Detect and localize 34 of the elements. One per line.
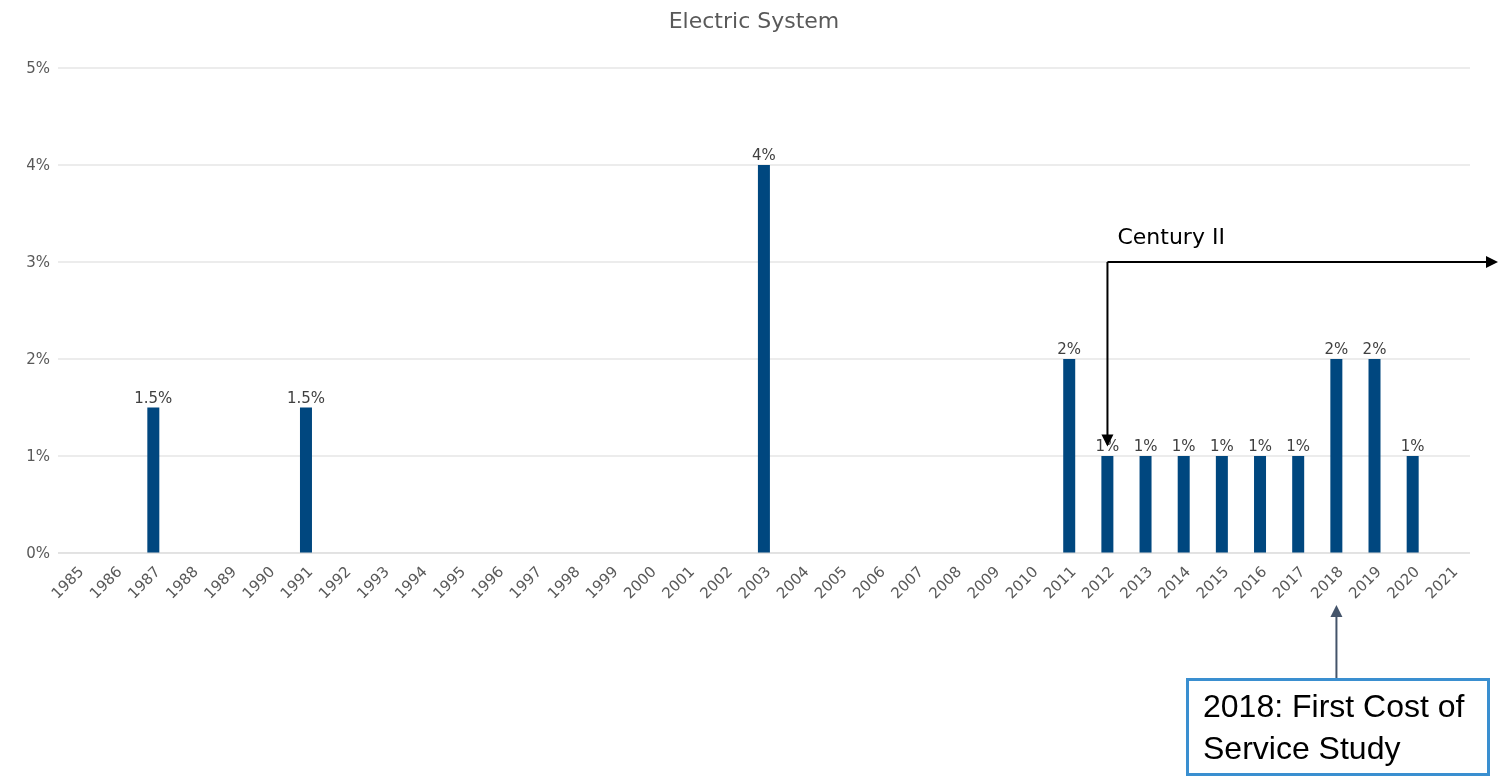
annotation: Century II xyxy=(1117,224,1225,249)
data-label: 1% xyxy=(1248,437,1272,455)
bar xyxy=(1101,456,1114,553)
chart-title: Electric System xyxy=(667,8,841,33)
text: 2018: First Cost of Service Study xyxy=(1186,678,1490,776)
bar xyxy=(1406,456,1419,553)
data-label: 2% xyxy=(1324,340,1349,358)
bar xyxy=(1254,456,1267,553)
data-label: 1.5% xyxy=(286,388,326,407)
bar xyxy=(1292,456,1305,553)
data-label: 1% xyxy=(1171,437,1196,455)
bar xyxy=(1330,359,1343,553)
bar xyxy=(299,407,312,553)
data-label: 1% xyxy=(1133,437,1158,455)
bar xyxy=(1177,456,1190,553)
y-tick-label: 3% xyxy=(26,253,50,272)
bar xyxy=(1063,359,1076,553)
bar xyxy=(147,407,160,553)
data-label: 2% xyxy=(1057,340,1082,358)
y-tick-label: 5% xyxy=(26,59,50,78)
y-tick-label: 0% xyxy=(26,544,50,563)
y-tick-label: 4% xyxy=(26,156,50,175)
bar xyxy=(1139,456,1152,553)
data-label: 4% xyxy=(752,146,776,164)
bar xyxy=(757,165,770,553)
y-tick-label: 1% xyxy=(26,447,50,466)
bar xyxy=(1215,456,1228,553)
data-label: 2% xyxy=(1362,340,1387,358)
bar xyxy=(1368,359,1381,553)
y-tick-label: 2% xyxy=(26,350,50,369)
data-label: 1% xyxy=(1209,437,1234,455)
data-label: 1% xyxy=(1400,437,1425,455)
data-label: 1% xyxy=(1286,437,1311,455)
data-label: 1.5% xyxy=(134,388,173,407)
